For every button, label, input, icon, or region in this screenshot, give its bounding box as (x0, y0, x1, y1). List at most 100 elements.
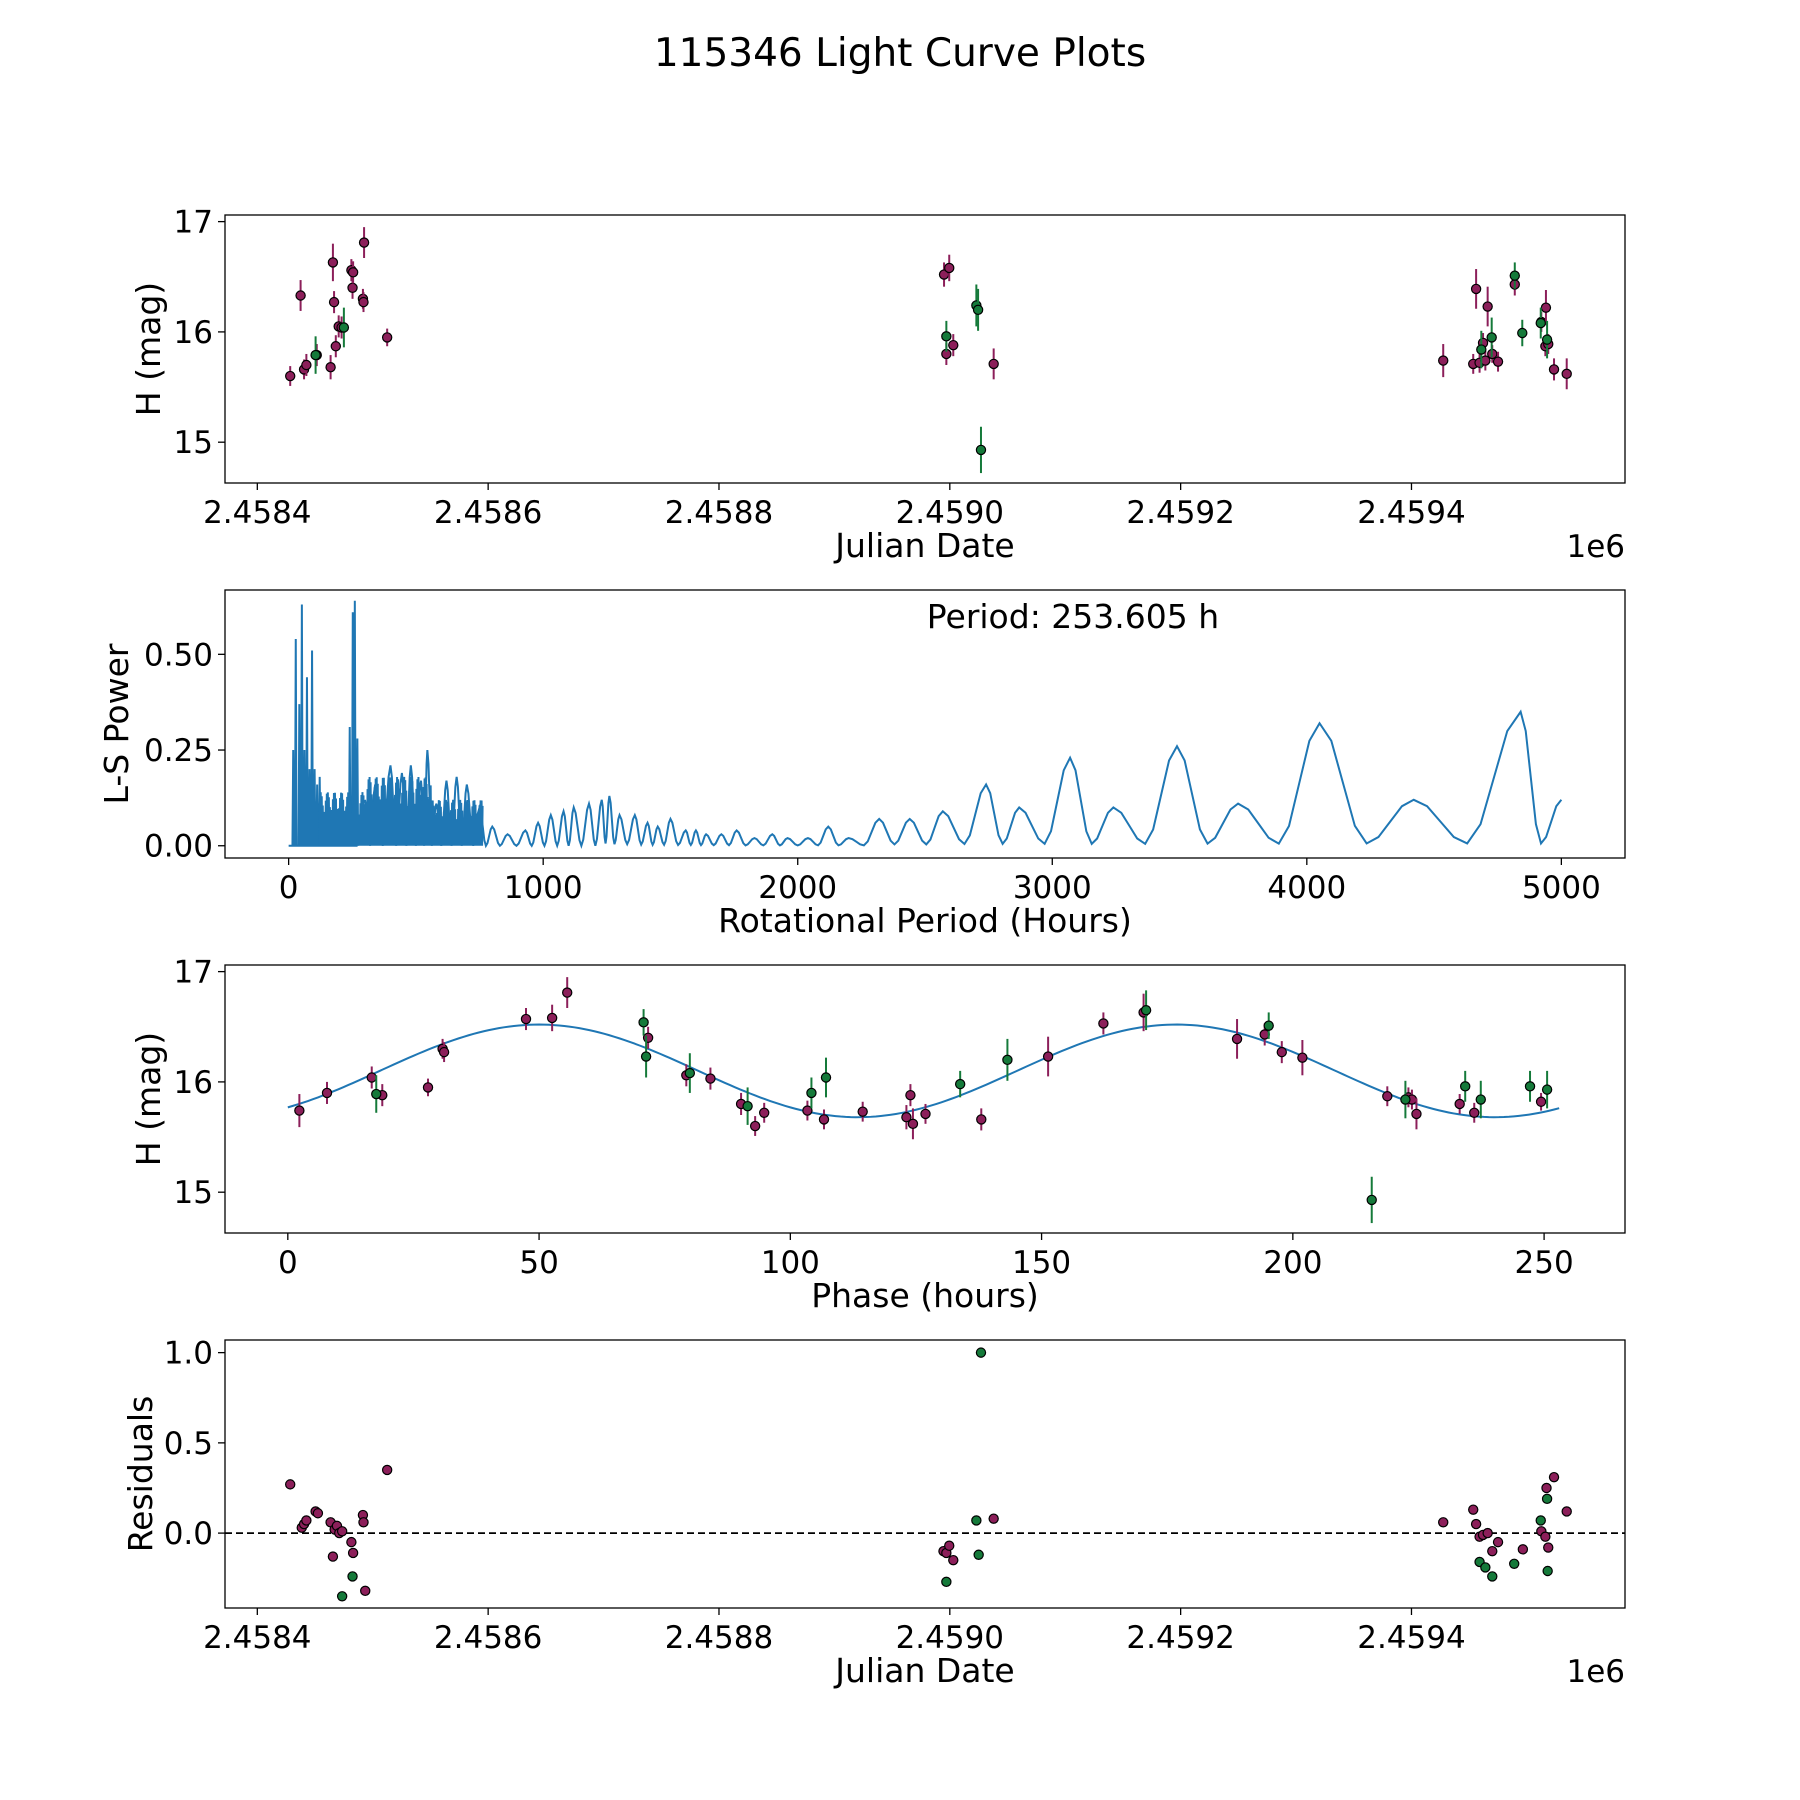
data-point (1469, 1107, 1480, 1118)
data-point (325, 361, 336, 373)
data-point (336, 1526, 348, 1537)
data-point (1276, 1046, 1287, 1058)
x-tick-label: 50 (519, 1245, 558, 1281)
x-tick-label: 5000 (1522, 870, 1601, 906)
data-point (1231, 1033, 1243, 1045)
y-tick-label: 0.5 (164, 1426, 213, 1462)
x-tick-label: 2.4592 (1126, 495, 1234, 531)
data-point (1548, 1471, 1560, 1483)
data-point (1411, 1108, 1422, 1120)
y-tick-label: 0.00 (144, 829, 213, 865)
data-point (347, 282, 358, 293)
data-point (1492, 356, 1504, 367)
data-point (1438, 355, 1449, 366)
data-point (1524, 1081, 1536, 1092)
data-point (1470, 1518, 1482, 1530)
x-tick-label: 2.4584 (203, 495, 311, 531)
phase-y-label: H (mag) (129, 1032, 168, 1166)
y-tick-label: 15 (174, 425, 213, 461)
data-point (941, 331, 952, 342)
data-point (1382, 1091, 1393, 1102)
data-point (1400, 1094, 1411, 1105)
data-point (347, 1571, 358, 1582)
data-point (972, 304, 984, 316)
data-point (973, 1549, 984, 1560)
data-point (1486, 332, 1497, 343)
data-point (1561, 368, 1572, 380)
residuals-ticks: 2.4584 2.4586 2.4588 2.4590 2.4592 2.4594 0.0 0… (164, 1336, 1466, 1656)
data-point (1140, 1005, 1152, 1016)
residual-marks (225, 1347, 1625, 1602)
data-point (1541, 1084, 1553, 1095)
data-point (907, 1118, 919, 1130)
data-point (285, 1479, 296, 1490)
data-point (1468, 1504, 1479, 1515)
data-point (327, 257, 339, 268)
periodogram-curve (364, 709, 1563, 849)
phase-marks (287, 977, 1560, 1224)
data-point (336, 1591, 348, 1602)
data-point (1098, 1018, 1109, 1029)
data-point (562, 987, 573, 998)
data-point (975, 1347, 987, 1358)
data-point (976, 1114, 987, 1125)
panel-light-curve: 2.4584 2.4586 2.4588 2.4590 2.4592 2.4594 15 16… (129, 205, 1626, 565)
data-point (1535, 1515, 1546, 1526)
data-point (758, 1107, 770, 1118)
data-point (920, 1108, 931, 1120)
residuals-axes-frame (224, 1339, 1626, 1609)
data-point (358, 1517, 369, 1528)
data-point (944, 1540, 955, 1551)
data-point (1561, 1506, 1572, 1517)
data-point (806, 1087, 817, 1099)
data-point (295, 290, 306, 301)
light-curve-axes-frame (224, 214, 1626, 484)
data-point (347, 267, 359, 278)
data-point (1535, 317, 1546, 329)
x-tick-label: 0 (278, 1245, 298, 1281)
data-point (705, 1073, 716, 1084)
light-curve-x-label: Julian Date (833, 526, 1015, 565)
data-point (941, 1576, 952, 1588)
y-tick-label: 16 (174, 1065, 213, 1101)
data-point (1487, 1545, 1498, 1557)
periodogram-x-label: Rotational Period (Hours) (718, 901, 1132, 940)
data-point (310, 349, 321, 361)
data-point (1543, 1542, 1554, 1553)
data-point (1480, 1562, 1491, 1573)
periodogram-marks (288, 600, 1563, 849)
data-point (1002, 1054, 1013, 1066)
data-point (640, 1051, 652, 1062)
y-tick-label: 0.25 (144, 733, 213, 769)
x-tick-label: 2000 (758, 870, 837, 906)
data-point (1454, 1098, 1465, 1110)
data-point (422, 1082, 434, 1093)
data-point (1517, 1544, 1529, 1555)
data-point (1542, 1565, 1553, 1577)
data-point (684, 1067, 696, 1079)
data-point (1509, 270, 1520, 281)
data-point (948, 1554, 959, 1566)
data-point (901, 1111, 912, 1123)
data-point (642, 1032, 654, 1043)
x-tick-label: 3000 (1013, 870, 1092, 906)
data-point (1535, 1096, 1547, 1107)
y-tick-label: 17 (174, 955, 213, 991)
y-tick-label: 0.0 (164, 1516, 213, 1552)
x-tick-label: 200 (1263, 1245, 1322, 1281)
data-point (944, 262, 955, 274)
x-tick-label: 2.4590 (896, 1620, 1004, 1656)
light-curve-offset-label: 1e6 (1566, 529, 1625, 565)
data-point (818, 1114, 830, 1125)
data-point (1482, 301, 1493, 312)
phase-ticks: 0 50 100 150 200 250 15 16 17 (174, 955, 1574, 1281)
data-point (321, 1087, 333, 1099)
data-point (988, 358, 999, 370)
residuals-y-label: Residuals (121, 1396, 160, 1553)
x-tick-label: 2.4586 (434, 495, 542, 531)
phase-x-label: Phase (hours) (811, 1276, 1039, 1315)
light-curve-y-label: H (mag) (129, 282, 168, 416)
data-point (905, 1089, 916, 1101)
data-point (1517, 327, 1528, 339)
